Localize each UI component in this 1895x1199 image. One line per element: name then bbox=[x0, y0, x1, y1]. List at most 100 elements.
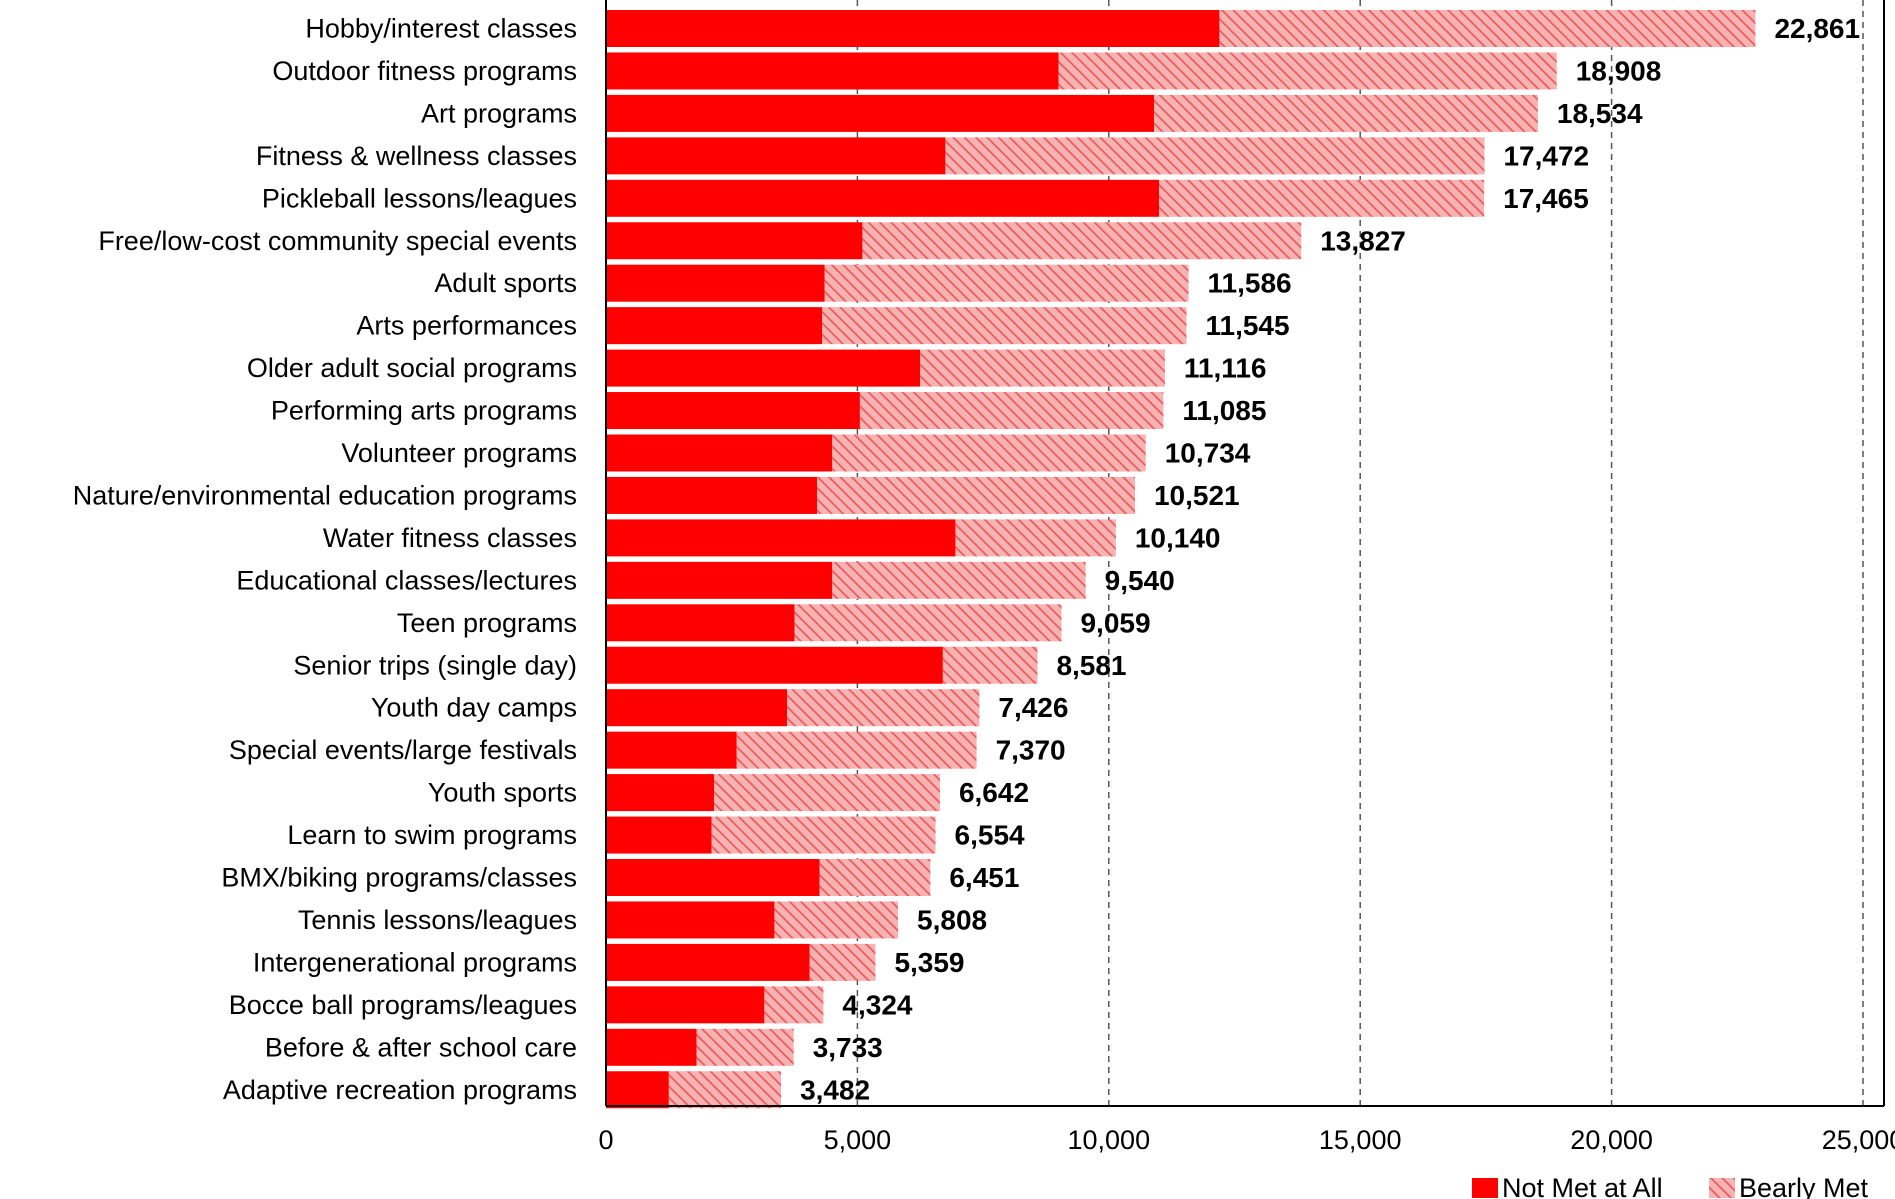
bar-bearly-met-11 bbox=[817, 476, 1135, 514]
category-label-24: Before & after school care bbox=[265, 1032, 577, 1062]
bar-not-met-22 bbox=[606, 943, 810, 981]
total-label-18: 6,642 bbox=[959, 777, 1029, 808]
bar-bearly-met-17 bbox=[736, 731, 977, 769]
category-label-0: Hobby/interest classes bbox=[305, 14, 577, 44]
bar-bearly-met-23 bbox=[764, 986, 824, 1024]
legend-swatch-bearly-met bbox=[1709, 1178, 1735, 1198]
category-label-2: Art programs bbox=[421, 98, 577, 128]
legend-label-not-met: Not Met at All bbox=[1502, 1173, 1663, 1199]
total-label-10: 10,734 bbox=[1165, 438, 1251, 469]
bar-not-met-15 bbox=[606, 646, 943, 684]
total-label-22: 5,359 bbox=[894, 947, 964, 978]
bar-bearly-met-14 bbox=[794, 604, 1062, 642]
total-label-12: 10,140 bbox=[1135, 522, 1221, 553]
bar-bearly-met-6 bbox=[824, 264, 1189, 302]
total-label-21: 5,808 bbox=[917, 904, 987, 935]
bar-bearly-met-21 bbox=[774, 901, 899, 939]
bar-not-met-14 bbox=[606, 604, 795, 642]
bar-bearly-met-2 bbox=[1154, 94, 1538, 132]
legend-label-bearly-met: Bearly Met bbox=[1739, 1173, 1869, 1199]
total-label-1: 18,908 bbox=[1576, 55, 1662, 86]
category-label-16: Youth day camps bbox=[371, 693, 577, 723]
category-label-4: Pickleball lessons/leagues bbox=[262, 183, 577, 213]
category-label-5: Free/low-cost community special events bbox=[98, 226, 577, 256]
category-label-20: BMX/biking programs/classes bbox=[221, 863, 577, 893]
bar-not-met-7 bbox=[606, 307, 823, 345]
bar-bearly-met-5 bbox=[862, 222, 1302, 260]
total-label-25: 3,482 bbox=[800, 1074, 870, 1105]
x-tick-label-5: 25,000 bbox=[1822, 1125, 1895, 1155]
category-label-12: Water fitness classes bbox=[323, 523, 577, 553]
total-label-13: 9,540 bbox=[1105, 565, 1175, 596]
axis-layer: 0 5,000 10,000 15,000 20,000 25,000 bbox=[598, 0, 1895, 1155]
total-label-5: 13,827 bbox=[1320, 225, 1406, 256]
total-label-19: 6,554 bbox=[955, 820, 1025, 851]
bar-not-met-6 bbox=[606, 264, 825, 302]
bar-bearly-met-10 bbox=[832, 434, 1146, 472]
category-label-9: Performing arts programs bbox=[271, 396, 577, 426]
bar-layer bbox=[606, 10, 1756, 1109]
label-layer: Hobby/interest classes 22,861 Outdoor fitn… bbox=[73, 13, 1860, 1105]
bar-bearly-met-16 bbox=[787, 689, 980, 727]
total-label-15: 8,581 bbox=[1056, 650, 1126, 681]
bar-not-met-20 bbox=[606, 859, 820, 896]
total-label-7: 11,545 bbox=[1205, 310, 1289, 341]
bar-not-met-4 bbox=[606, 179, 1160, 217]
total-label-16: 7,426 bbox=[998, 692, 1068, 723]
bar-not-met-12 bbox=[606, 519, 956, 557]
bar-not-met-0 bbox=[606, 10, 1220, 47]
x-tick-label-4: 20,000 bbox=[1570, 1125, 1653, 1155]
bar-not-met-5 bbox=[606, 222, 863, 260]
category-label-1: Outdoor fitness programs bbox=[272, 56, 577, 86]
category-label-7: Arts performances bbox=[356, 311, 577, 341]
bar-not-met-16 bbox=[606, 689, 788, 727]
total-label-8: 11,116 bbox=[1184, 353, 1267, 384]
total-label-9: 11,085 bbox=[1182, 395, 1266, 426]
bar-not-met-24 bbox=[606, 1028, 697, 1066]
x-tick-label-1: 5,000 bbox=[824, 1125, 892, 1155]
total-label-3: 17,472 bbox=[1503, 140, 1589, 171]
bar-bearly-met-1 bbox=[1058, 52, 1557, 90]
category-label-11: Nature/environmental education programs bbox=[73, 480, 577, 510]
bar-bearly-met-0 bbox=[1219, 10, 1756, 47]
bar-bearly-met-19 bbox=[711, 816, 936, 854]
legend: Not Met at All Bearly Met bbox=[1472, 1173, 1869, 1199]
bar-bearly-met-18 bbox=[714, 774, 940, 812]
category-label-10: Volunteer programs bbox=[341, 438, 577, 468]
category-label-8: Older adult social programs bbox=[247, 353, 577, 383]
category-label-19: Learn to swim programs bbox=[287, 820, 577, 850]
bar-not-met-3 bbox=[606, 137, 946, 175]
category-label-18: Youth sports bbox=[428, 778, 577, 808]
bar-not-met-13 bbox=[606, 561, 833, 599]
bar-not-met-23 bbox=[606, 986, 765, 1024]
total-label-4: 17,465 bbox=[1503, 183, 1589, 214]
total-label-23: 4,324 bbox=[842, 989, 912, 1020]
category-label-17: Special events/large festivals bbox=[229, 735, 577, 765]
bar-bearly-met-4 bbox=[1159, 179, 1485, 217]
bar-bearly-met-15 bbox=[942, 646, 1038, 684]
bar-bearly-met-20 bbox=[819, 859, 931, 896]
bar-bearly-met-24 bbox=[696, 1028, 794, 1066]
bar-not-met-8 bbox=[606, 349, 921, 387]
category-label-14: Teen programs bbox=[397, 608, 577, 638]
bar-bearly-met-8 bbox=[920, 349, 1165, 387]
x-tick-label-2: 10,000 bbox=[1068, 1125, 1151, 1155]
bar-not-met-18 bbox=[606, 774, 715, 812]
bar-not-met-11 bbox=[606, 476, 818, 514]
bar-bearly-met-13 bbox=[832, 561, 1086, 599]
category-label-21: Tennis lessons/leagues bbox=[298, 905, 577, 935]
bar-not-met-9 bbox=[606, 392, 860, 430]
bar-bearly-met-12 bbox=[955, 519, 1116, 557]
bar-not-met-2 bbox=[606, 94, 1155, 132]
total-label-20: 6,451 bbox=[949, 862, 1019, 893]
bar-not-met-1 bbox=[606, 52, 1059, 90]
bar-not-met-25 bbox=[606, 1071, 669, 1109]
total-label-6: 11,586 bbox=[1208, 268, 1292, 299]
category-label-23: Bocce ball programs/leagues bbox=[229, 990, 577, 1020]
total-label-2: 18,534 bbox=[1557, 98, 1643, 129]
bar-bearly-met-7 bbox=[822, 307, 1187, 345]
category-label-22: Intergenerational programs bbox=[253, 947, 577, 977]
legend-swatch-not-met bbox=[1472, 1178, 1498, 1198]
bar-bearly-met-9 bbox=[859, 392, 1164, 430]
